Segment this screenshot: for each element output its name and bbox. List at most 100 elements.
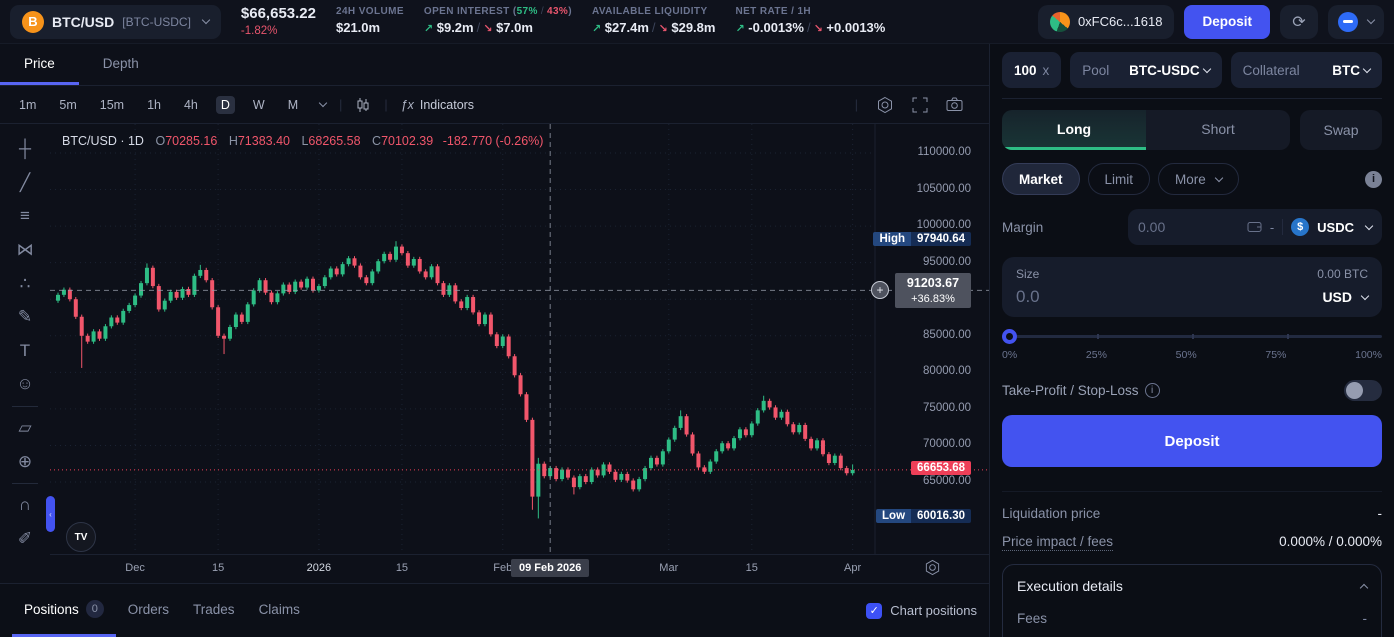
tab-depth[interactable]: Depth xyxy=(102,55,139,71)
collateral-selector[interactable]: Collateral BTC xyxy=(1230,52,1382,88)
tab-orders[interactable]: Orders xyxy=(127,601,170,617)
tab-claims[interactable]: Claims xyxy=(258,601,300,617)
forecast-icon[interactable]: ∴ xyxy=(19,273,31,293)
order-type-more[interactable]: More xyxy=(1158,163,1239,195)
time-axis-label: Mar xyxy=(659,562,679,574)
axis-settings-icon[interactable] xyxy=(924,559,941,576)
stat-liquidity: AVAILABLE LIQUIDITY ↗ $27.4m / ↘ $29.8m xyxy=(592,5,716,38)
tab-trades[interactable]: Trades xyxy=(193,601,235,617)
size-unit-selector[interactable]: USD xyxy=(1322,289,1370,305)
toolbar-divider xyxy=(12,405,38,407)
add-alert-icon[interactable]: + xyxy=(871,281,889,300)
legend-change: -182.770 (-0.26%) xyxy=(442,134,544,148)
trend-line-icon[interactable]: ╱ xyxy=(19,172,31,192)
tpsl-toggle[interactable] xyxy=(1344,380,1382,401)
timeframe-W[interactable]: W xyxy=(252,97,265,112)
wallet-address: 0xFC6c...1618 xyxy=(1077,14,1163,29)
chevron-down-icon xyxy=(1214,173,1224,182)
deposit-button[interactable]: Deposit xyxy=(1184,4,1270,39)
fib-retracement-icon[interactable]: ≡ xyxy=(20,206,30,226)
brush-icon[interactable]: ✎ xyxy=(17,307,33,327)
divider: | xyxy=(339,97,343,112)
up-arrow-icon: ↗ xyxy=(591,23,602,36)
drawings-panel-handle[interactable]: ‹ xyxy=(46,496,55,532)
timeframe-5m[interactable]: 5m xyxy=(59,97,77,112)
chart-settings-icon[interactable] xyxy=(876,96,894,114)
price-axis-label: 75000.00 xyxy=(923,401,971,414)
tab-positions[interactable]: Positions 0 xyxy=(12,584,116,637)
tab-swap[interactable]: Swap xyxy=(1300,110,1382,150)
submit-deposit-button[interactable]: Deposit xyxy=(1002,415,1382,467)
margin-value[interactable]: 0.00 xyxy=(1138,219,1166,235)
tab-short[interactable]: Short xyxy=(1201,120,1235,137)
pencil-icon[interactable]: ✐ xyxy=(17,528,33,548)
timeframe-1h[interactable]: 1h xyxy=(147,97,161,112)
wallet-avatar xyxy=(1049,11,1070,32)
positions-tabbar: Positions 0 Orders Trades Claims ✓ Chart… xyxy=(0,583,989,637)
chart-canvas[interactable] xyxy=(50,124,989,554)
order-type-limit[interactable]: Limit xyxy=(1087,163,1151,195)
chart-positions-checkbox[interactable]: ✓ xyxy=(866,602,883,619)
ruler-icon[interactable]: ▱ xyxy=(18,418,32,437)
size-input-card[interactable]: Size 0.00 BTC 0.0 USD xyxy=(1002,257,1382,317)
size-slider[interactable] xyxy=(1002,329,1382,344)
chart-toolbar-right: | xyxy=(855,96,963,114)
candle-style-icon[interactable] xyxy=(355,97,371,113)
margin-label: Margin xyxy=(1002,219,1044,235)
refresh-bolt-icon: ⟳ xyxy=(1292,13,1306,31)
magnet-icon[interactable]: ∩ xyxy=(18,495,32,515)
info-icon[interactable]: i xyxy=(1365,170,1382,188)
last-price-label: 66653.68 xyxy=(911,460,971,475)
slider-handle[interactable] xyxy=(1002,329,1017,344)
indicators-button[interactable]: ƒx Indicators xyxy=(400,97,475,112)
chevron-up-icon xyxy=(1359,583,1369,592)
stat-liquidity-label: AVAILABLE LIQUIDITY xyxy=(591,5,708,17)
drawing-toolbar: ‹ ┼ ╱ ≡ ⋈ ∴ ✎ T ☺ ▱ ⊕ ∩ ✐ xyxy=(0,124,55,554)
tpsl-row: Take-Profit / Stop-Loss i xyxy=(1002,380,1382,401)
execution-details-box: Execution details Fees - xyxy=(1002,564,1382,637)
legend-symbol: BTC/USD xyxy=(62,134,117,148)
timeframe-M[interactable]: M xyxy=(287,97,299,112)
leverage-selector[interactable]: 100 x xyxy=(1002,52,1062,88)
chart-tabs: Price Depth xyxy=(0,44,989,86)
timeframe-1m[interactable]: 1m xyxy=(19,97,37,112)
xabcd-pattern-icon[interactable]: ⋈ xyxy=(16,240,34,260)
fullscreen-icon[interactable] xyxy=(912,97,928,113)
tab-long[interactable]: Long xyxy=(1002,110,1146,150)
crosshair-date-label: 09 Feb 2026 xyxy=(511,559,590,577)
stat-net-rate: NET RATE / 1H ↗ -0.0013% / ↘ +0.0013% xyxy=(735,5,885,38)
chevron-down-icon[interactable] xyxy=(318,98,328,108)
slider-tick xyxy=(1097,334,1099,339)
zoom-in-icon[interactable]: ⊕ xyxy=(17,451,33,471)
one-click-trading-button[interactable]: ⟳ xyxy=(1280,4,1318,39)
timeframe-4h[interactable]: 4h xyxy=(183,97,198,112)
candlestick-chart[interactable]: BTC/USD · 1D O70285.16 H71383.40 L68265.… xyxy=(50,124,989,554)
tradingview-logo[interactable]: TV xyxy=(66,522,96,552)
stat-volume-value: $21.0m xyxy=(335,20,381,36)
camera-icon[interactable] xyxy=(946,97,963,112)
price-axis-label: 80000.00 xyxy=(923,365,971,378)
slider-label: 100% xyxy=(1355,349,1382,361)
order-type-market[interactable]: Market xyxy=(1002,163,1080,195)
margin-input[interactable]: 0.00 - $ USDC xyxy=(1128,209,1382,245)
divider xyxy=(1282,219,1284,235)
slider-label: 25% xyxy=(1085,349,1107,361)
market-selector[interactable]: B BTC/USD [BTC-USDC] xyxy=(10,4,221,39)
text-tool-icon[interactable]: T xyxy=(19,340,31,360)
chevron-down-icon xyxy=(1362,64,1372,73)
chevron-down-icon[interactable] xyxy=(1364,221,1374,230)
pool-selector[interactable]: Pool BTC-USDC xyxy=(1070,52,1222,88)
info-icon[interactable]: i xyxy=(1144,383,1160,398)
timeframe-15m[interactable]: 15m xyxy=(99,97,125,112)
slider-tick xyxy=(1192,334,1194,339)
tab-price[interactable]: Price xyxy=(0,44,79,85)
crosshair-icon[interactable]: ┼ xyxy=(18,139,32,159)
network-selector[interactable] xyxy=(1328,4,1384,39)
stat-net-rate-label: NET RATE / 1H xyxy=(735,5,812,17)
timeframe-D[interactable]: D xyxy=(215,95,235,114)
emoji-icon[interactable]: ☺ xyxy=(16,374,34,394)
execution-details-header[interactable]: Execution details xyxy=(1017,578,1369,594)
wallet-button[interactable]: 0xFC6c...1618 xyxy=(1037,4,1175,39)
size-value[interactable]: 0.0 xyxy=(1016,287,1040,306)
time-axis[interactable]: 09 Feb 2026 Dec 15 2026 15 Feb Mar 15 Apr xyxy=(50,554,990,583)
